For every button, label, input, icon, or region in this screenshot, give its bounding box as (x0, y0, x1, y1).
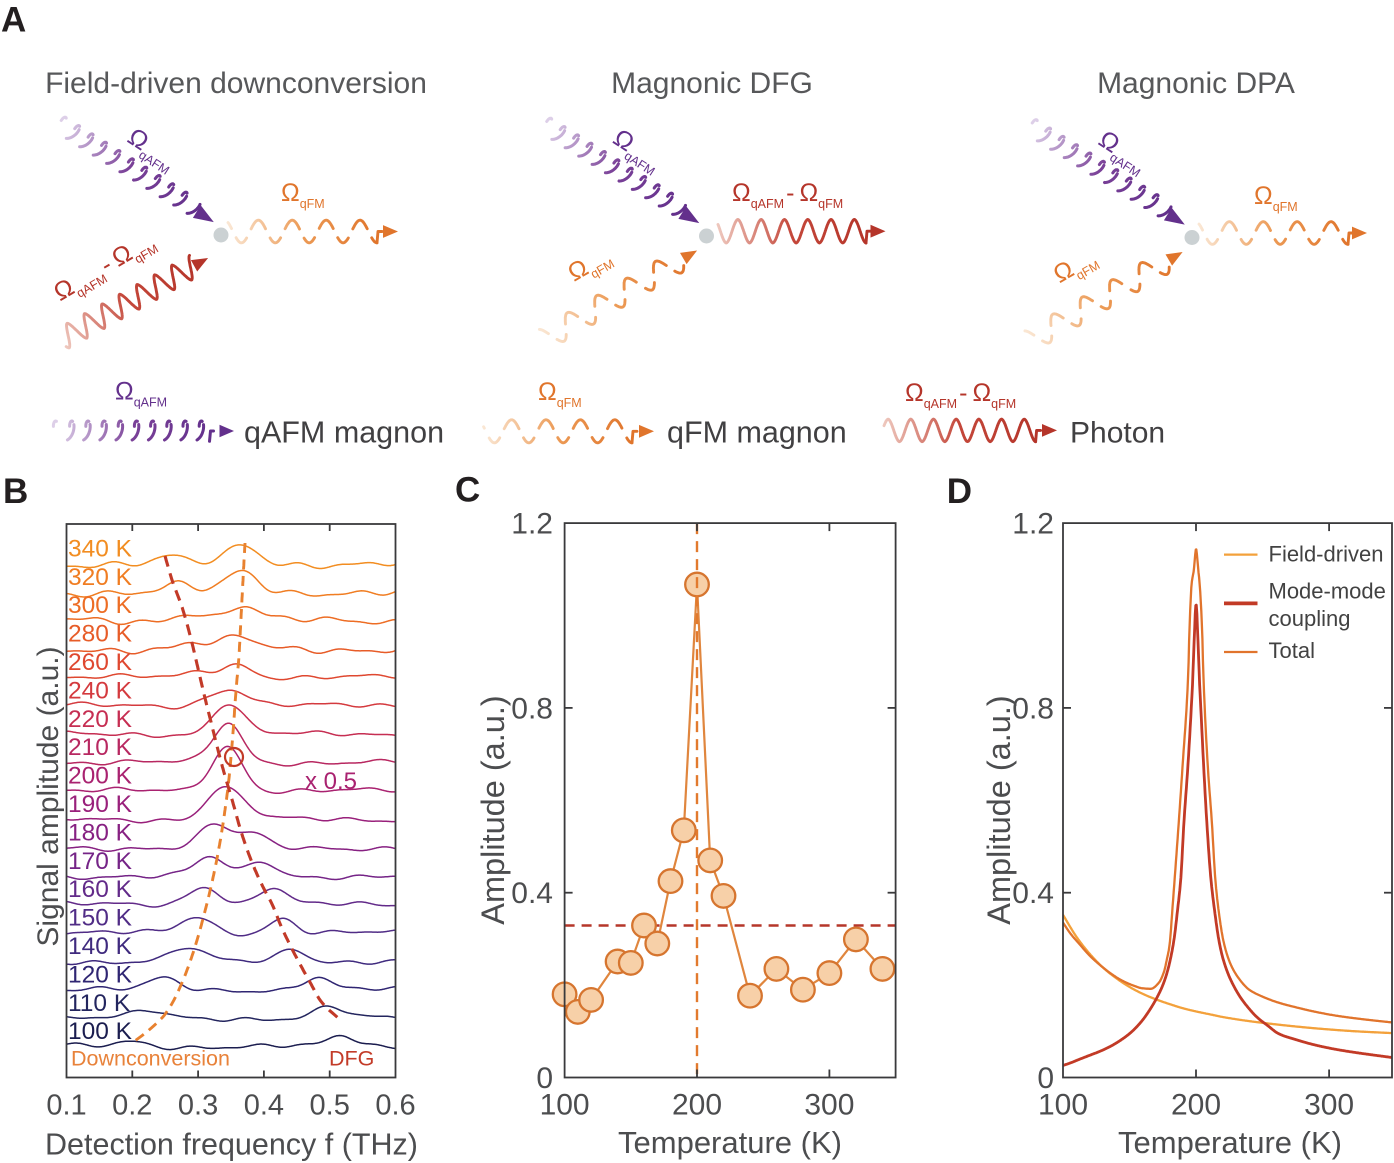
svg-text:0.4: 0.4 (1012, 877, 1054, 910)
svg-text:D: D (947, 472, 972, 511)
svg-text:Detection frequency f (THz): Detection frequency f (THz) (45, 1128, 418, 1162)
svg-text:260 K: 260 K (68, 649, 133, 676)
svg-text:Photon: Photon (1070, 417, 1165, 450)
svg-text:qFM magnon: qFM magnon (667, 416, 847, 450)
svg-text:340 K: 340 K (68, 535, 133, 562)
svg-text:ΩqAFM - ΩqFM: ΩqAFM - ΩqFM (905, 379, 1016, 411)
svg-text:x 0.5: x 0.5 (305, 768, 357, 795)
svg-text:Mode-mode: Mode-mode (1269, 578, 1386, 603)
svg-text:ΩqAFM - ΩqFM: ΩqAFM - ΩqFM (49, 226, 161, 310)
svg-text:160 K: 160 K (68, 876, 133, 903)
svg-text:280 K: 280 K (68, 621, 133, 648)
svg-text:coupling: coupling (1269, 606, 1351, 631)
svg-text:200: 200 (672, 1089, 722, 1122)
svg-text:0.4: 0.4 (244, 1090, 284, 1122)
svg-text:ΩqAFM - ΩqFM: ΩqAFM - ΩqFM (732, 179, 843, 211)
svg-text:Downconversion: Downconversion (71, 1047, 230, 1071)
svg-text:ΩqAFM: ΩqAFM (121, 123, 182, 178)
svg-text:ΩqAFM: ΩqAFM (1092, 125, 1153, 180)
svg-text:C: C (455, 471, 480, 510)
svg-text:ΩqFM: ΩqFM (1254, 182, 1298, 214)
svg-text:110 K: 110 K (68, 990, 131, 1017)
svg-text:320 K: 320 K (68, 564, 133, 591)
svg-text:Temperature (K): Temperature (K) (618, 1125, 842, 1160)
svg-text:1.2: 1.2 (1012, 508, 1054, 541)
svg-text:A: A (1, 1, 26, 40)
svg-text:180 K: 180 K (68, 819, 133, 846)
svg-text:Magnonic DPA: Magnonic DPA (1097, 67, 1295, 100)
svg-text:300 K: 300 K (68, 592, 133, 619)
svg-text:Amplitude (a.u.): Amplitude (a.u.) (981, 695, 1017, 924)
svg-text:0: 0 (536, 1062, 553, 1095)
svg-text:0.2: 0.2 (112, 1090, 152, 1122)
svg-text:200: 200 (1171, 1089, 1221, 1122)
svg-text:100 K: 100 K (68, 1018, 133, 1045)
svg-text:100: 100 (540, 1089, 590, 1122)
svg-text:100: 100 (1038, 1089, 1088, 1122)
svg-text:0.6: 0.6 (375, 1090, 415, 1122)
svg-text:Field-driven: Field-driven (1269, 542, 1384, 567)
svg-text:Signal amplitude (a.u.): Signal amplitude (a.u.) (32, 646, 65, 946)
svg-text:200 K: 200 K (68, 763, 133, 790)
svg-text:0.8: 0.8 (511, 692, 553, 725)
svg-text:190 K: 190 K (68, 791, 133, 818)
svg-text:0.3: 0.3 (178, 1090, 218, 1122)
svg-text:170 K: 170 K (68, 848, 133, 875)
svg-text:210 K: 210 K (68, 734, 133, 761)
svg-text:ΩqFM: ΩqFM (1049, 243, 1103, 293)
svg-text:Temperature (K): Temperature (K) (1118, 1125, 1342, 1160)
svg-text:ΩqFM: ΩqFM (281, 179, 325, 211)
svg-text:Magnonic DFG: Magnonic DFG (611, 67, 813, 100)
svg-text:ΩqAFM: ΩqAFM (606, 124, 667, 179)
svg-text:0: 0 (1037, 1062, 1054, 1095)
svg-text:0.1: 0.1 (46, 1090, 86, 1122)
svg-text:0.5: 0.5 (310, 1090, 350, 1122)
svg-text:140 K: 140 K (68, 933, 133, 960)
svg-text:ΩqFM: ΩqFM (563, 241, 617, 291)
svg-text:150 K: 150 K (68, 905, 133, 932)
svg-text:0.4: 0.4 (511, 877, 553, 910)
svg-text:ΩqFM: ΩqFM (538, 378, 582, 410)
svg-text:0.8: 0.8 (1012, 692, 1054, 725)
svg-text:120 K: 120 K (68, 961, 133, 988)
svg-text:Field-driven downconversion: Field-driven downconversion (45, 67, 427, 100)
svg-text:Total: Total (1269, 638, 1315, 663)
svg-text:DFG: DFG (329, 1047, 374, 1071)
svg-text:300: 300 (804, 1089, 854, 1122)
svg-text:1.2: 1.2 (511, 508, 553, 541)
svg-text:ΩqAFM: ΩqAFM (115, 378, 167, 410)
svg-text:Amplitude (a.u.): Amplitude (a.u.) (475, 695, 511, 924)
svg-text:qAFM magnon: qAFM magnon (244, 416, 444, 450)
svg-text:220 K: 220 K (68, 706, 133, 733)
svg-text:300: 300 (1304, 1089, 1354, 1122)
svg-text:B: B (3, 472, 28, 511)
svg-text:240 K: 240 K (68, 677, 133, 704)
